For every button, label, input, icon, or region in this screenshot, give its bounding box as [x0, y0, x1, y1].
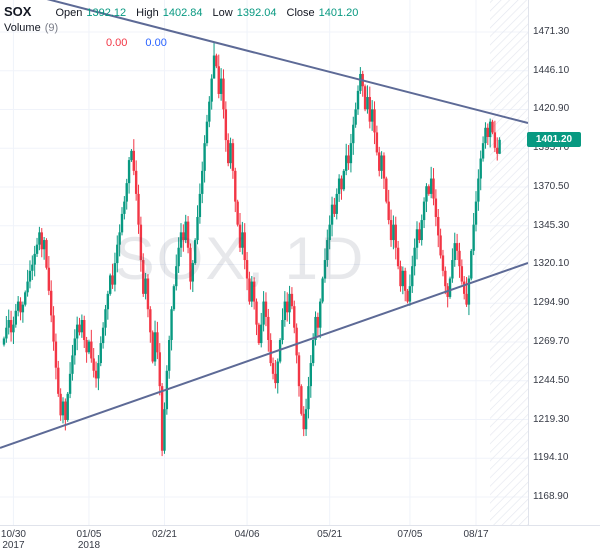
time-axis-label: 10/30 2017 [0, 529, 26, 551]
close-value: 1401.20 [318, 7, 359, 19]
volume-indicator-values: 0.00 0.00 [106, 37, 167, 49]
volume-value-2: 0.00 [145, 37, 167, 49]
high-value: 1402.84 [162, 7, 203, 19]
time-axis-label: 08/17 [463, 529, 489, 540]
time-axis-label: 05/21 [317, 529, 343, 540]
price-axis[interactable]: 1471.30 1446.10 1420.90 1395.70 1370.50 1345.… [0, 0, 600, 525]
price-axis-label: 1395.70 [533, 142, 570, 154]
time-axis-label: 04/06 [234, 529, 260, 540]
last-price-badge: 1401.20 [527, 132, 581, 148]
legend: SOX Open 1392.12 High 1402.84 Low 1392.04 Close… [4, 3, 358, 21]
low-value: 1392.04 [236, 7, 277, 19]
volume-label: Volume [4, 22, 41, 34]
high-label: High [136, 7, 159, 19]
symbol-label[interactable]: SOX [4, 4, 32, 19]
price-axis-label: 1370.50 [533, 180, 570, 192]
price-axis-label: 1345.30 [533, 219, 570, 231]
future-area-hatch [490, 0, 528, 525]
price-axis-label: 1168.90 [533, 491, 569, 502]
time-axis-label: 02/21 [151, 529, 177, 540]
time-axis-label: 07/05 [397, 529, 423, 540]
price-axis-label: 1320.10 [533, 258, 570, 270]
price-axis-label: 1244.50 [533, 374, 570, 386]
volume-value-1: 0.00 [106, 37, 128, 49]
price-axis-label: 1294.90 [533, 297, 570, 309]
price-axis-label: 1269.70 [533, 336, 570, 347]
close-label: Close [286, 7, 315, 19]
trendline-lower-ascending[interactable] [0, 262, 529, 449]
volume-indicator-label[interactable]: Volume (9) [4, 22, 58, 34]
time-axis-label: 01/05 2018 [76, 529, 102, 551]
low-label: Low [212, 7, 233, 19]
volume-param: (9) [44, 22, 59, 34]
open-label: Open [55, 7, 83, 19]
price-axis-label: 1446.10 [533, 64, 570, 76]
open-value: 1392.12 [86, 7, 127, 19]
price-axis-label: 1471.30 [533, 25, 570, 37]
price-axis-label: 1219.30 [533, 413, 570, 425]
price-axis-label: 1194.10 [533, 452, 569, 464]
trendline-upper-descending[interactable] [0, 0, 529, 124]
price-axis-label: 1420.90 [533, 103, 570, 115]
time-axis[interactable]: 10/30 2017 01/05 2018 02/21 04/06 05/21 07/05 08… [0, 525, 600, 558]
